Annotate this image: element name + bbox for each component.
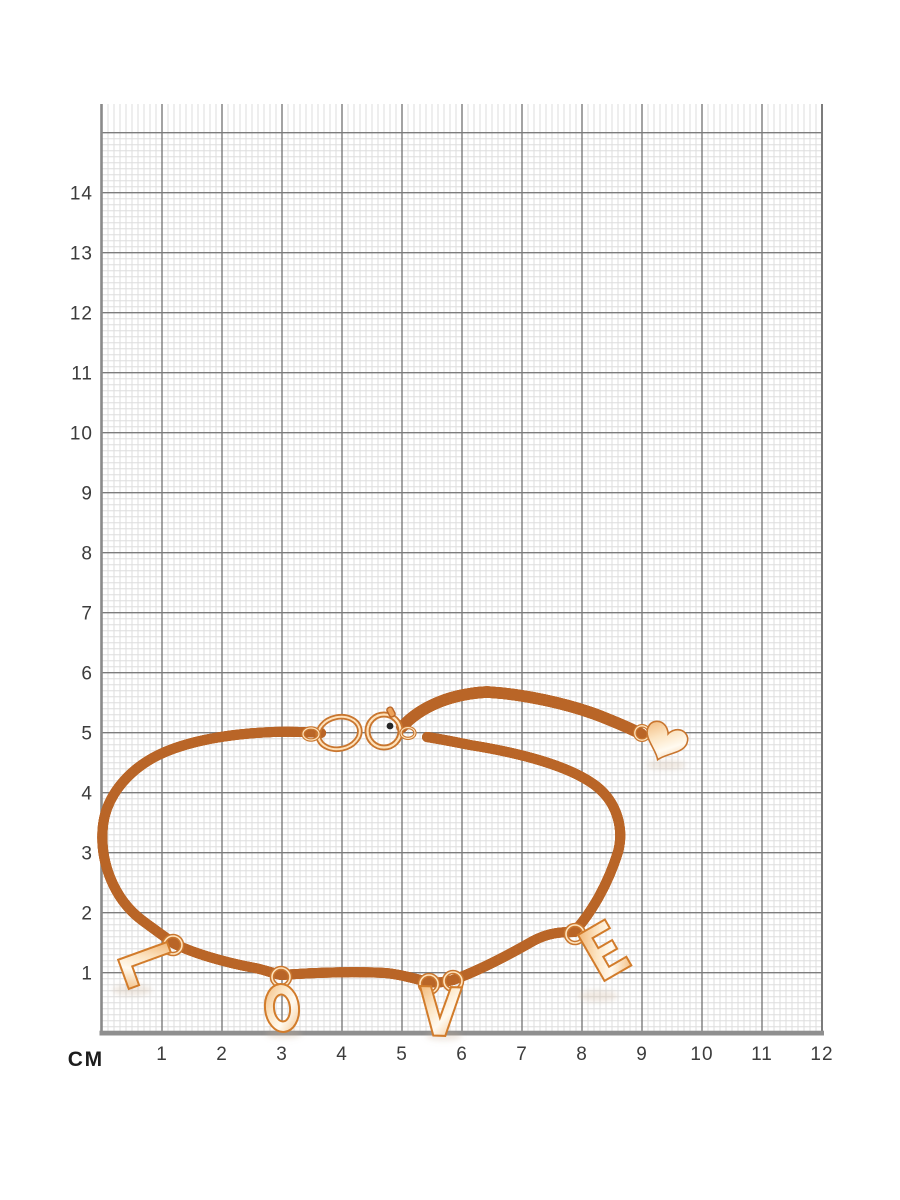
- charm-letter-e: [578, 920, 631, 981]
- axis-label: 11: [71, 364, 93, 385]
- axis-label: 5: [396, 1044, 408, 1065]
- axis-label: 4: [336, 1044, 348, 1065]
- axis-label: 3: [276, 1044, 288, 1065]
- unit-label: СМ: [68, 1048, 104, 1071]
- axis-label: 10: [70, 424, 93, 445]
- axis-label: СМ: [68, 1048, 104, 1071]
- axis-label: 1: [81, 964, 93, 985]
- charm-letter-o: [263, 982, 302, 1033]
- axis-label: 9: [81, 484, 93, 505]
- axis-label: 6: [456, 1044, 468, 1065]
- axis-label: 6: [81, 664, 93, 685]
- product-photo-canvas: 1234567891011121314 123456789101112 СМ: [0, 0, 900, 1200]
- axis-label: 12: [810, 1044, 833, 1065]
- x-axis-bar: [100, 1031, 825, 1036]
- axis-label: 11: [751, 1044, 773, 1065]
- axis-label: 9: [636, 1044, 648, 1065]
- clasp-lever-dot: [387, 723, 394, 730]
- axis-label: 5: [81, 724, 93, 745]
- product-image-page: 1234567891011121314 123456789101112 СМ: [0, 0, 900, 1200]
- axis-label: 10: [690, 1044, 713, 1065]
- axis-label: 1: [156, 1044, 168, 1065]
- y-axis-labels: 1234567891011121314: [70, 184, 93, 985]
- axis-label: 14: [70, 184, 93, 205]
- axis-label: 7: [81, 604, 93, 625]
- axis-label: 8: [576, 1044, 588, 1065]
- charm-letter-v: [418, 986, 462, 1036]
- y-axis-bar: [100, 104, 103, 1036]
- axis-label: 12: [70, 304, 93, 325]
- measurement-grid: [100, 104, 825, 1036]
- axis-label: 2: [81, 904, 93, 925]
- axis-label: 2: [216, 1044, 228, 1065]
- axis-label: 3: [81, 844, 93, 865]
- axis-label: 7: [516, 1044, 528, 1065]
- axis-label: 4: [81, 784, 93, 805]
- axis-label: 13: [70, 244, 93, 265]
- axis-label: 8: [81, 544, 93, 565]
- x-axis-labels: 123456789101112: [156, 1044, 833, 1065]
